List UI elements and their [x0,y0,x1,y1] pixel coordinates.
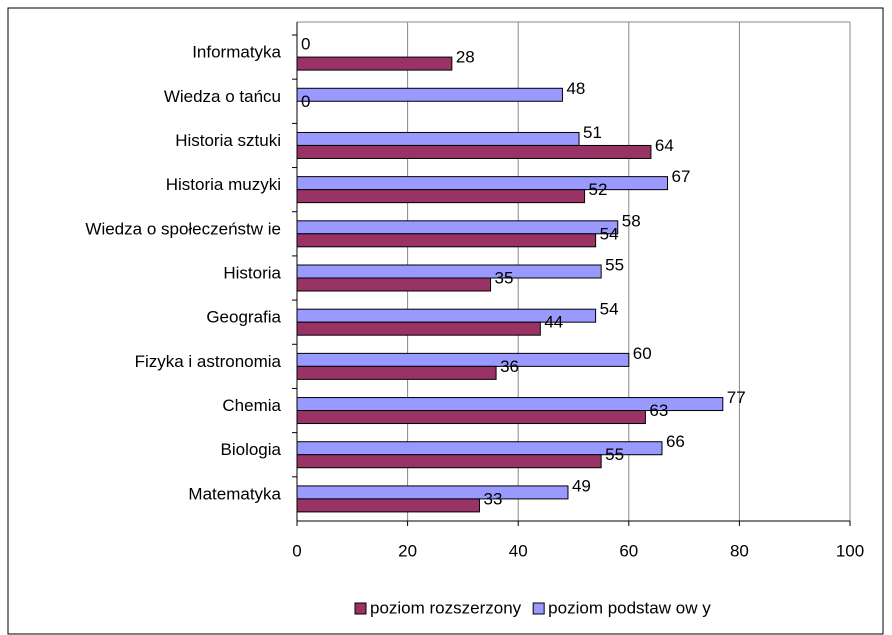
bar [296,189,586,204]
bar [296,264,602,279]
bar [296,176,669,191]
bar [296,220,619,235]
x-tick-label: 20 [398,541,417,560]
data-label: 55 [605,445,624,464]
data-label: 35 [495,268,514,287]
data-label: 0 [301,35,310,54]
bar [296,365,497,380]
data-label: 28 [456,48,475,67]
y-tick-label: Historia sztuki [175,131,281,150]
legend-label: poziom podstaw ow y [548,598,711,617]
data-label: 55 [605,255,624,274]
y-tick-label: Wiedza o społeczeństw ie [85,219,281,238]
y-tick-label: Matematyka [188,484,281,503]
data-label: 49 [572,476,591,495]
data-label: 33 [483,489,502,508]
bar [296,454,602,469]
data-label: 54 [600,300,619,319]
bar [296,131,580,146]
bar [296,233,597,248]
bar [296,144,652,159]
data-label: 67 [672,167,691,186]
legend-label: poziom rozszerzony [370,598,522,617]
data-label: 58 [622,211,641,230]
y-tick-label: Informatyka [192,43,281,62]
data-label: 52 [589,180,608,199]
y-tick-label: Biologia [221,440,282,459]
y-tick-label: Historia [223,263,281,282]
data-label: 44 [544,313,563,332]
x-tick-label: 100 [836,541,864,560]
bar [296,410,646,425]
data-label: 54 [600,224,619,243]
x-tick-label: 60 [619,541,638,560]
bar [296,277,492,292]
data-label: 60 [633,344,652,363]
bar [296,56,453,71]
legend-swatch [532,602,545,615]
data-label: 0 [301,92,310,111]
y-tick-label: Fizyka i astronomia [135,352,282,371]
bar [296,321,541,336]
x-tick-label: 0 [292,541,301,560]
bar [296,485,569,500]
data-label: 36 [500,357,519,376]
data-label: 63 [649,401,668,420]
data-label: 48 [566,79,585,98]
data-label: 64 [655,136,674,155]
legend-swatch [354,602,367,615]
bar [296,87,563,102]
y-tick-label: Wiedza o tańcu [164,87,281,106]
data-label: 66 [666,432,685,451]
y-tick-label: Chemia [222,396,281,415]
data-label: 77 [727,388,746,407]
y-tick-label: Geografia [206,308,281,327]
bar [296,498,480,513]
data-label: 51 [583,123,602,142]
y-tick-label: Historia muzyki [166,175,281,194]
bar [296,352,630,367]
x-tick-label: 40 [509,541,528,560]
x-tick-label: 80 [730,541,749,560]
